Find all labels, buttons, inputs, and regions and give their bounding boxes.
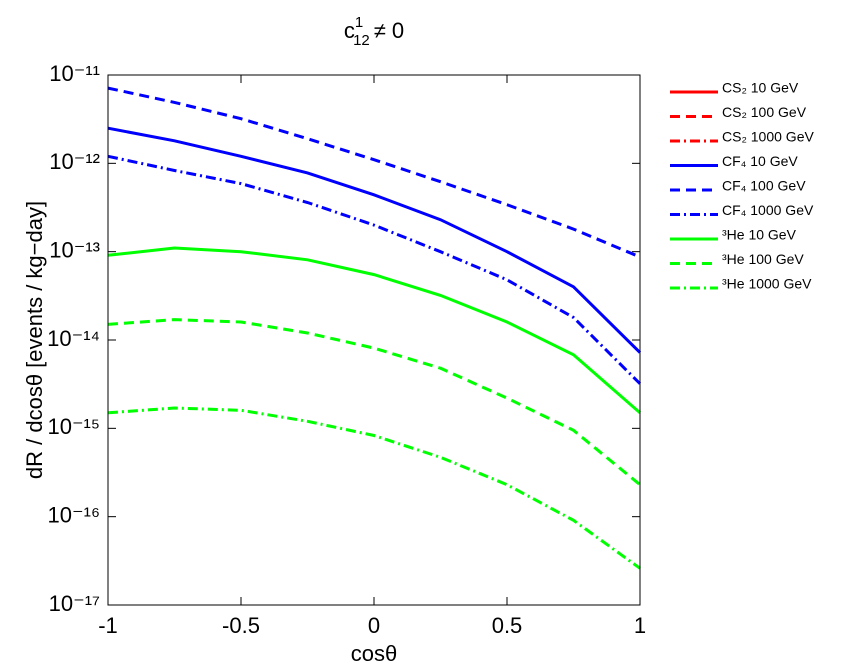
series-line [107,406,641,570]
legend-label: CS₂ 100 GeV [722,104,807,120]
y-tick-label: 10⁻¹² [49,149,100,174]
title-sup: 1 [355,14,363,31]
x-tick-label: 0.5 [492,613,523,638]
y-tick-label: 10⁻¹⁵ [47,414,100,439]
y-tick-label: 10⁻¹⁷ [49,591,100,616]
y-tick-label: 10⁻¹⁶ [48,502,100,527]
x-tick-label: 0 [368,613,380,638]
series-line [107,246,641,414]
legend-label: ³He 1000 GeV [722,276,812,292]
title-base: c [344,18,355,43]
series-line [107,86,641,259]
title-rest: ≠ 0 [374,18,404,43]
plot-frame [107,74,641,606]
x-tick-label: -0.5 [222,613,260,638]
legend-label: CS₂ 1000 GeV [722,129,814,145]
chart-title: c1 12 ≠ 0 [344,14,404,49]
x-axis-label: cosθ [351,641,397,666]
x-tick-label: 1 [634,613,646,638]
series-line [107,126,642,354]
legend-label: CS₂ 10 GeV [722,80,799,96]
y-tick-label: 10⁻¹³ [49,237,100,262]
y-tick-label: 10⁻¹¹ [49,61,100,86]
legend-label: CF₄ 100 GeV [722,178,806,194]
legend-label: ³He 10 GeV [722,227,797,243]
legend-label: ³He 100 GeV [722,251,804,267]
series-line [107,318,641,486]
y-tick-label: 10⁻¹⁴ [47,326,100,351]
legend-label: CF₄ 10 GeV [722,153,798,169]
x-tick-label: -1 [98,613,118,638]
legend-label: CF₄ 1000 GeV [722,202,814,218]
title-sub: 12 [353,32,370,49]
y-axis-label: dR / dcosθ [events / kg−day] [22,201,47,479]
series-line [107,154,642,385]
